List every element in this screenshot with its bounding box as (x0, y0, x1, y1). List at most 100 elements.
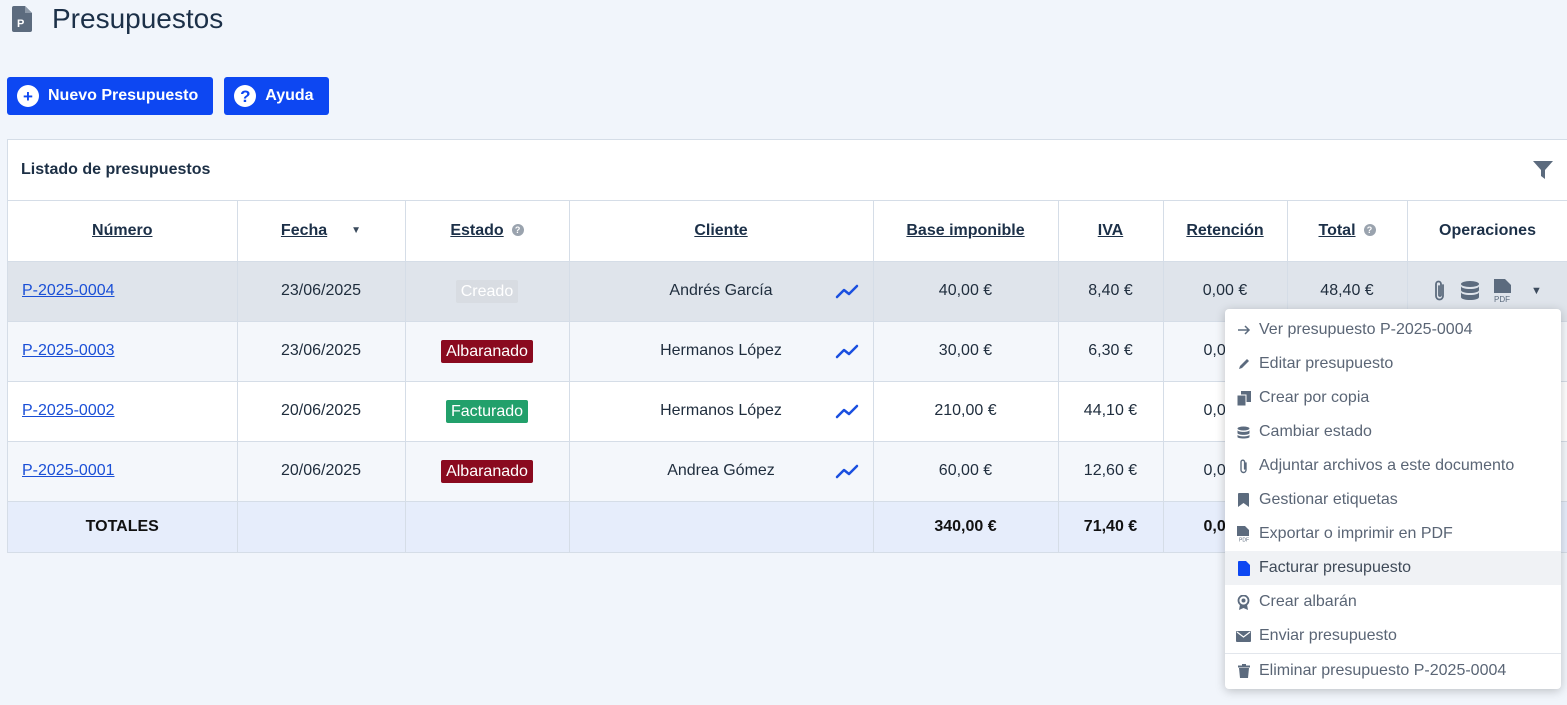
menu-item-copy[interactable]: Crear por copia (1225, 381, 1561, 415)
invoice-file-icon (1236, 560, 1251, 576)
trash-icon (1236, 663, 1251, 678)
cell-base: 60,00 € (873, 441, 1059, 502)
client-name: Andrea Gómez (667, 462, 775, 479)
budget-link[interactable]: P-2025-0003 (22, 342, 115, 359)
col-iva-label[interactable]: IVA (1097, 221, 1124, 239)
col-retencion[interactable]: Retención (1163, 201, 1288, 262)
client-name: Hermanos López (660, 402, 782, 419)
award-icon (1236, 594, 1251, 610)
new-budget-button[interactable]: + Nuevo Presupuesto (7, 77, 214, 115)
col-cliente-label[interactable]: Cliente (694, 221, 748, 239)
totals-base: 340,00 € (873, 501, 1059, 553)
info-icon[interactable]: ? (1363, 223, 1376, 236)
menu-item-label: Exportar o imprimir en PDF (1259, 525, 1453, 542)
question-circle-icon: ? (234, 85, 257, 107)
col-total[interactable]: Total? (1287, 201, 1408, 262)
filter-icon[interactable] (1532, 159, 1554, 181)
col-fecha[interactable]: Fecha ▼ (237, 201, 406, 262)
table-header-row: Número Fecha ▼ Estado? Cliente Base impon… (8, 201, 1567, 262)
totals-label: TOTALES (8, 501, 238, 553)
cell-numero: P-2025-0004 (8, 261, 238, 322)
totals-empty (405, 501, 570, 553)
cell-numero: P-2025-0003 (8, 321, 238, 382)
plus-circle-icon: + (17, 85, 39, 107)
cell-estado: Facturado (405, 381, 570, 442)
envelope-icon (1236, 629, 1251, 644)
menu-item-send[interactable]: Enviar presupuesto (1225, 619, 1561, 653)
col-total-label[interactable]: Total (1318, 221, 1356, 239)
menu-item-label: Crear por copia (1259, 389, 1370, 406)
col-iva[interactable]: IVA (1058, 201, 1164, 262)
paperclip-icon[interactable] (1433, 279, 1447, 303)
page-header: P Presupuestos (12, 4, 223, 34)
cell-base: 40,00 € (873, 261, 1059, 322)
menu-item-change-status[interactable]: Cambiar estado (1225, 415, 1561, 449)
trend-chart-icon[interactable] (835, 282, 859, 300)
table-row[interactable]: P-2025-0004 23/06/2025 Creado Andrés Gar… (8, 261, 1567, 322)
menu-item-label: Crear albarán (1259, 593, 1357, 610)
cell-fecha: 23/06/2025 (237, 321, 406, 382)
menu-item-invoice[interactable]: Facturar presupuesto (1225, 551, 1561, 585)
col-estado-label[interactable]: Estado (450, 221, 504, 239)
col-cliente[interactable]: Cliente (569, 201, 874, 262)
database-icon (1236, 425, 1251, 440)
sort-desc-icon[interactable]: ▼ (351, 224, 362, 236)
budget-link[interactable]: P-2025-0004 (22, 282, 115, 299)
chevron-down-icon[interactable]: ▼ (1531, 285, 1542, 297)
budget-link[interactable]: P-2025-0001 (22, 462, 115, 479)
menu-item-label: Facturar presupuesto (1259, 559, 1412, 576)
cell-fecha: 20/06/2025 (237, 381, 406, 442)
col-base[interactable]: Base imponible (873, 201, 1059, 262)
menu-item-delivery-note[interactable]: Crear albarán (1225, 585, 1561, 619)
cell-iva: 44,10 € (1058, 381, 1164, 442)
panel-title: Listado de presupuestos (21, 161, 211, 178)
menu-item-tags[interactable]: Gestionar etiquetas (1225, 483, 1561, 517)
status-badge: Facturado (445, 399, 529, 423)
status-badge: Albaranado (441, 459, 533, 483)
col-retencion-label[interactable]: Retención (1186, 221, 1264, 239)
totals-empty (569, 501, 874, 553)
col-numero-label[interactable]: Número (92, 221, 153, 239)
totals-iva: 71,40 € (1058, 501, 1164, 553)
operations-dropdown-menu: Ver presupuesto P-2025-0004 Editar presu… (1225, 309, 1561, 689)
trend-chart-icon[interactable] (835, 342, 859, 360)
budget-link[interactable]: P-2025-0002 (22, 402, 115, 419)
cell-estado: Creado (405, 261, 570, 322)
help-label: Ayuda (265, 87, 314, 104)
table-row[interactable]: P-2025-0003 23/06/2025 Albaranado Herman… (8, 321, 1567, 382)
menu-item-label: Eliminar presupuesto P-2025-0004 (1259, 661, 1507, 679)
trend-chart-icon[interactable] (835, 462, 859, 480)
client-name: Andrés García (669, 282, 773, 299)
help-button[interactable]: ? Ayuda (224, 77, 329, 115)
col-numero[interactable]: Número (8, 201, 238, 262)
budget-document-icon: P (12, 6, 32, 32)
database-icon[interactable] (1459, 280, 1481, 302)
svg-text:PDF: PDF (1239, 538, 1249, 543)
menu-item-export-pdf[interactable]: PDF Exportar o imprimir en PDF (1225, 517, 1561, 551)
arrow-right-icon (1236, 323, 1251, 338)
cell-base: 30,00 € (873, 321, 1059, 382)
menu-item-view[interactable]: Ver presupuesto P-2025-0004 (1225, 313, 1561, 347)
client-name: Hermanos López (660, 342, 782, 359)
col-operaciones-label: Operaciones (1439, 221, 1536, 239)
trend-chart-icon[interactable] (835, 402, 859, 420)
menu-item-label: Editar presupuesto (1259, 355, 1394, 372)
pdf-icon[interactable]: PDF (1493, 279, 1515, 303)
cell-fecha: 23/06/2025 (237, 261, 406, 322)
col-fecha-label[interactable]: Fecha (280, 221, 328, 239)
menu-item-attach[interactable]: Adjuntar archivos a este documento (1225, 449, 1561, 483)
pencil-icon (1236, 357, 1251, 372)
panel-header: Listado de presupuestos (8, 140, 1567, 201)
menu-item-label: Gestionar etiquetas (1259, 491, 1398, 508)
new-budget-label: Nuevo Presupuesto (48, 87, 199, 104)
menu-item-delete[interactable]: Eliminar presupuesto P-2025-0004 (1225, 653, 1561, 687)
paperclip-icon (1236, 459, 1251, 474)
menu-item-edit[interactable]: Editar presupuesto (1225, 347, 1561, 381)
info-icon[interactable]: ? (511, 223, 524, 236)
page-title: Presupuestos (52, 3, 224, 34)
col-estado[interactable]: Estado? (405, 201, 570, 262)
pdf-icon: PDF (1236, 526, 1251, 543)
cell-iva: 12,60 € (1058, 441, 1164, 502)
col-base-label[interactable]: Base imponible (906, 221, 1025, 239)
col-operaciones: Operaciones (1407, 201, 1567, 262)
